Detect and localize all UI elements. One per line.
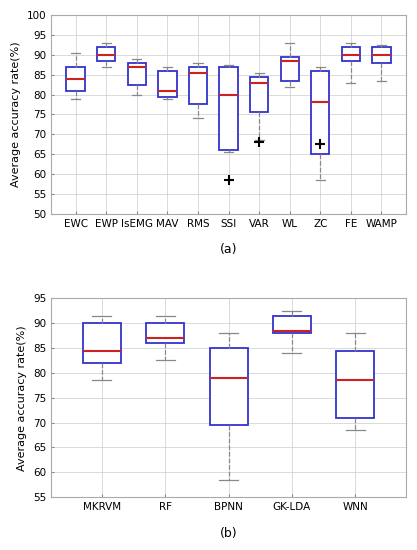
PathPatch shape — [209, 348, 248, 425]
Text: (b): (b) — [220, 527, 237, 540]
PathPatch shape — [336, 350, 374, 417]
PathPatch shape — [372, 47, 391, 63]
Y-axis label: Average accuracy rate(%): Average accuracy rate(%) — [11, 42, 21, 187]
PathPatch shape — [189, 67, 207, 104]
Text: (a): (a) — [220, 244, 237, 256]
PathPatch shape — [219, 67, 238, 150]
PathPatch shape — [128, 63, 146, 85]
PathPatch shape — [83, 323, 121, 363]
PathPatch shape — [311, 71, 329, 154]
PathPatch shape — [250, 76, 268, 112]
PathPatch shape — [342, 47, 360, 61]
PathPatch shape — [158, 71, 176, 96]
PathPatch shape — [146, 323, 184, 343]
PathPatch shape — [97, 47, 116, 61]
PathPatch shape — [273, 316, 311, 333]
PathPatch shape — [66, 67, 85, 91]
PathPatch shape — [281, 57, 299, 81]
Y-axis label: Average accuracy rate(%): Average accuracy rate(%) — [18, 325, 28, 471]
